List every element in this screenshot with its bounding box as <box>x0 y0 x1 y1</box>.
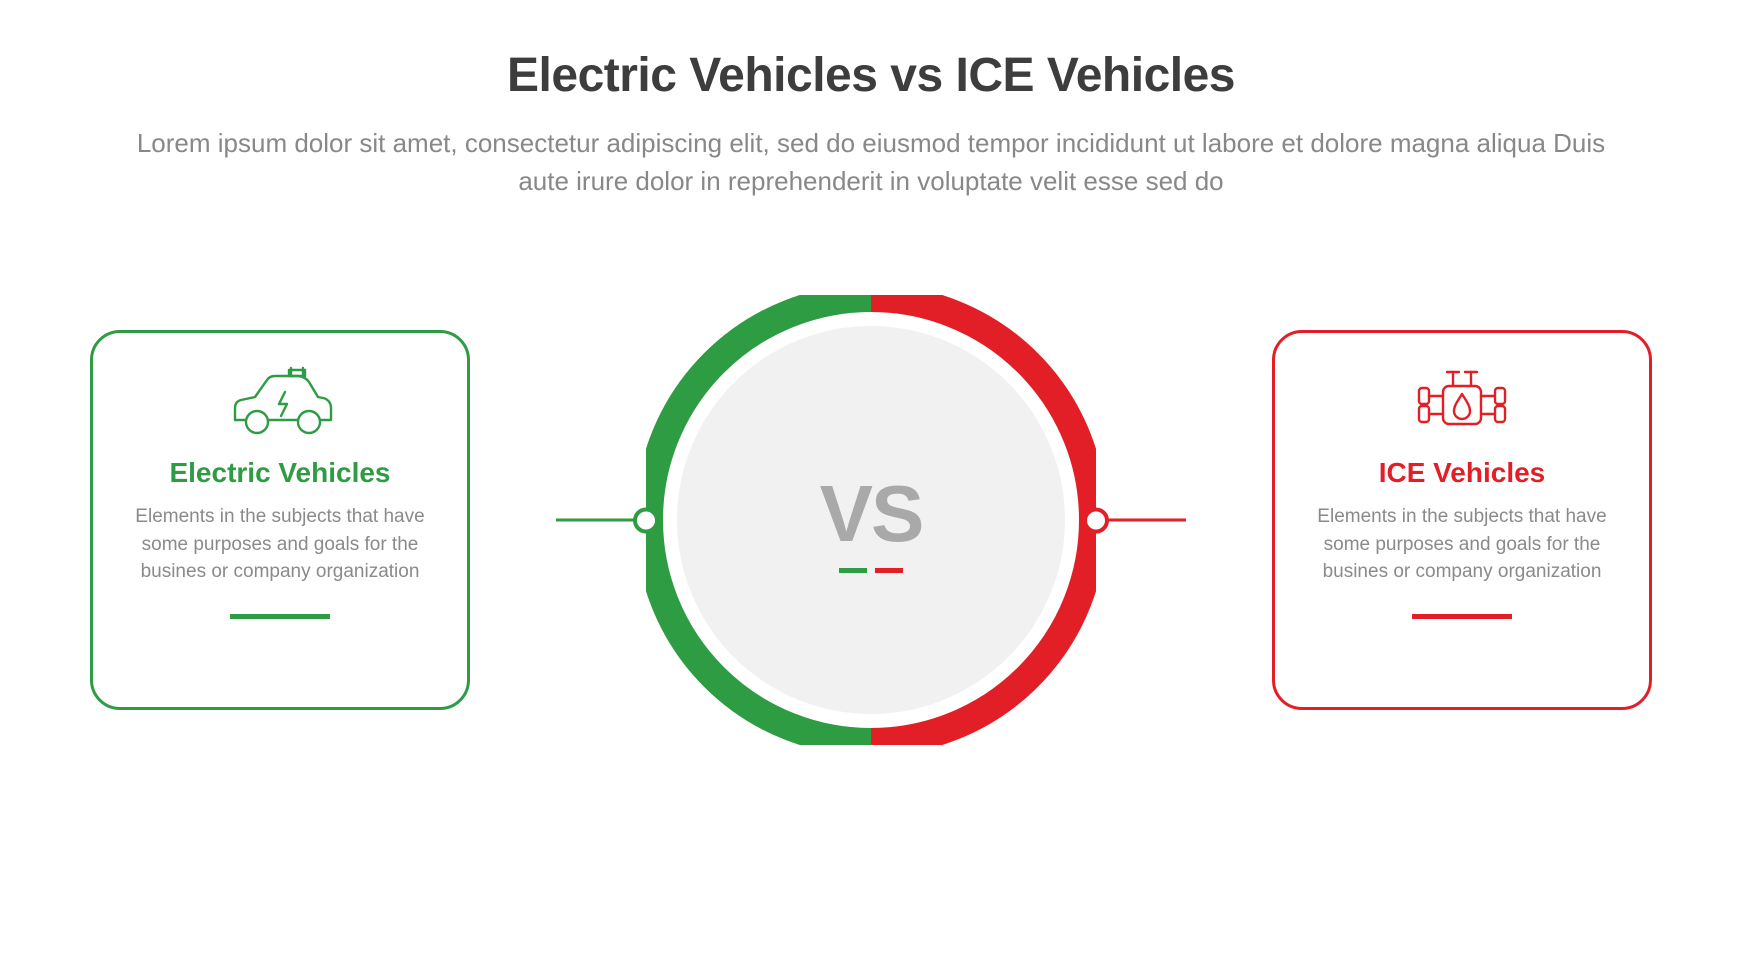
card-body-right: Elements in the subjects that have some … <box>1303 503 1621 586</box>
vs-ring: VS <box>646 295 1096 745</box>
card-electric-vehicles: Electric Vehicles Elements in the subjec… <box>90 330 470 710</box>
connector-left <box>556 519 646 522</box>
card-ice-vehicles: ICE Vehicles Elements in the subjects th… <box>1272 330 1652 710</box>
card-title-right: ICE Vehicles <box>1379 457 1546 489</box>
ev-car-icon <box>225 363 335 443</box>
page-subtitle: Lorem ipsum dolor sit amet, consectetur … <box>131 125 1611 200</box>
card-underline-right <box>1412 614 1512 619</box>
connector-right <box>1096 519 1186 522</box>
vs-label: VS <box>820 468 923 560</box>
vs-dashes <box>839 568 903 573</box>
header: Electric Vehicles vs ICE Vehicles Lorem … <box>0 0 1742 200</box>
dash-right <box>875 568 903 573</box>
card-underline-left <box>230 614 330 619</box>
ice-engine-icon <box>1407 363 1517 443</box>
page-title: Electric Vehicles vs ICE Vehicles <box>0 48 1742 103</box>
dash-left <box>839 568 867 573</box>
connector-dot-left <box>633 507 659 533</box>
card-title-left: Electric Vehicles <box>169 457 390 489</box>
vs-inner-circle: VS <box>674 323 1068 717</box>
comparison-stage: VS Electric Vehicles El <box>0 260 1742 780</box>
connector-dot-right <box>1083 507 1109 533</box>
card-body-left: Elements in the subjects that have some … <box>121 503 439 586</box>
